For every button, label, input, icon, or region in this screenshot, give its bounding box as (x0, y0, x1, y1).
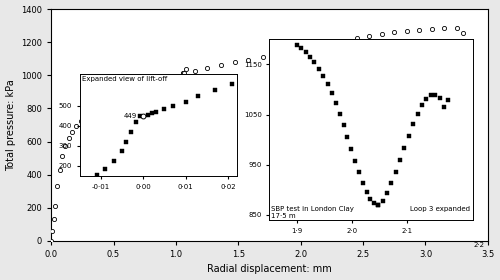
Text: 1150: 1150 (343, 45, 362, 54)
Text: 1050: 1050 (343, 61, 362, 70)
Y-axis label: Total pressure: kPa: Total pressure: kPa (6, 79, 16, 171)
X-axis label: Radial displacement: mm: Radial displacement: mm (207, 264, 332, 274)
